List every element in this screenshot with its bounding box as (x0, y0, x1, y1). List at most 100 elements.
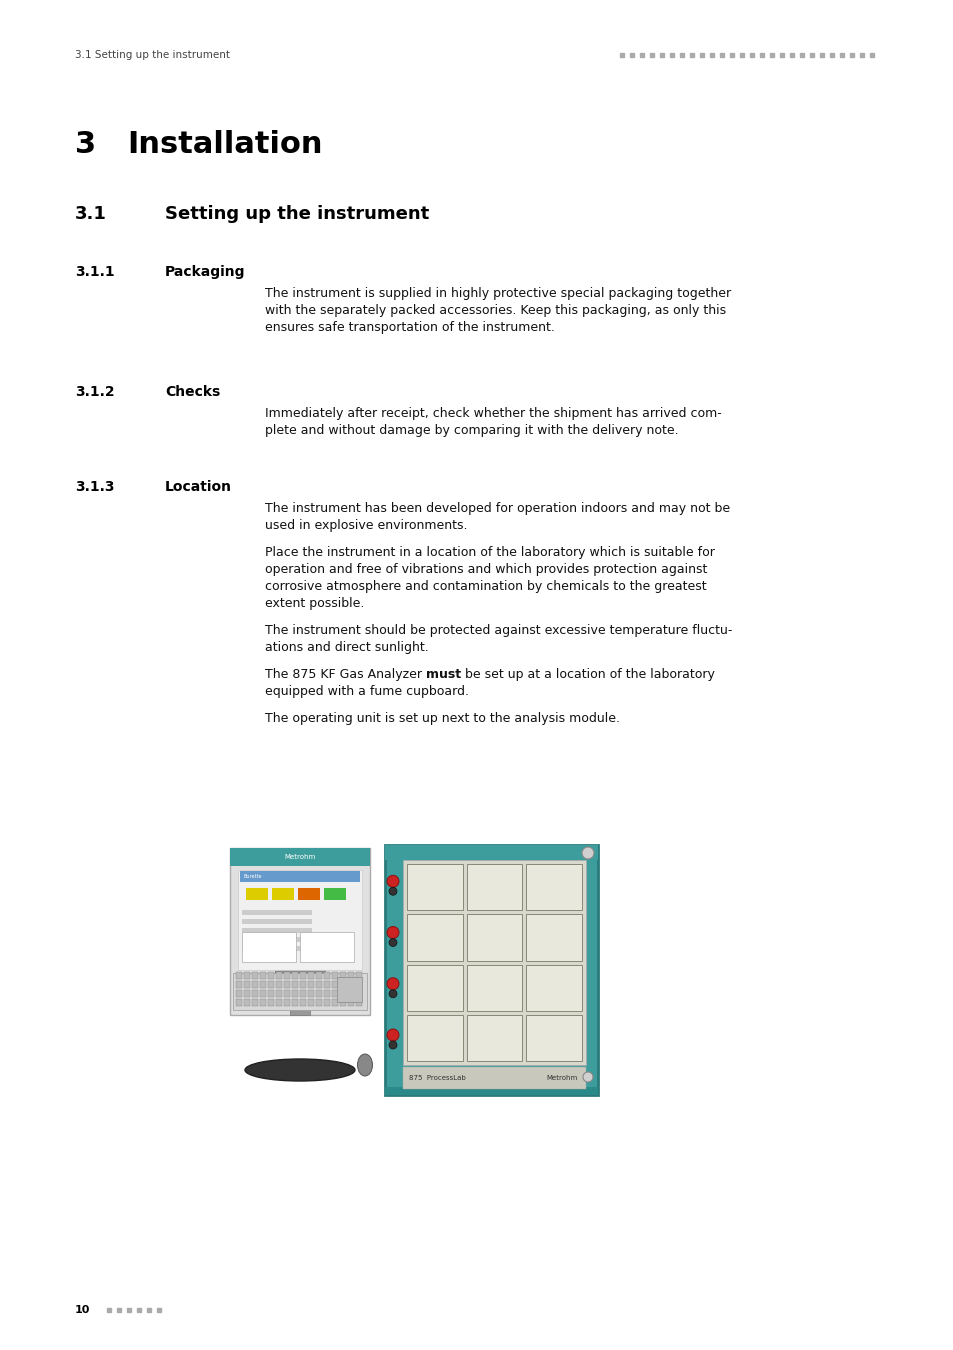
Text: used in explosive environments.: used in explosive environments. (265, 518, 467, 532)
Bar (117, 1308, 121, 1312)
Bar (230, 848, 370, 865)
Bar (324, 990, 330, 998)
Bar (260, 972, 266, 979)
Bar (315, 999, 322, 1006)
Bar (526, 914, 581, 960)
Bar (274, 963, 325, 986)
Bar (348, 972, 354, 979)
Text: must: must (426, 668, 460, 680)
Bar (284, 981, 290, 988)
Bar (348, 981, 354, 988)
Bar (385, 845, 598, 1095)
Circle shape (387, 875, 398, 887)
Bar (869, 53, 873, 57)
Bar (339, 999, 346, 1006)
Bar (407, 864, 462, 910)
Bar (789, 53, 793, 57)
Text: The 875 KF Gas Analyzer: The 875 KF Gas Analyzer (265, 668, 426, 680)
Text: Location: Location (165, 481, 232, 494)
Bar (466, 914, 522, 960)
Bar (526, 1015, 581, 1061)
Bar (336, 977, 361, 1002)
Text: 3.1.3: 3.1.3 (75, 481, 114, 494)
Bar (308, 972, 314, 979)
Bar (526, 964, 581, 1011)
Bar (240, 871, 359, 882)
Bar (407, 914, 462, 960)
Bar (809, 53, 813, 57)
Bar (315, 981, 322, 988)
Bar (466, 964, 522, 1011)
Bar (402, 860, 585, 1065)
Circle shape (581, 846, 594, 859)
Bar (246, 888, 268, 900)
Circle shape (387, 926, 398, 938)
Text: Immediately after receipt, check whether the shipment has arrived com-: Immediately after receipt, check whether… (265, 406, 721, 420)
Bar (252, 972, 257, 979)
Bar (720, 53, 723, 57)
Bar (297, 888, 319, 900)
Bar (127, 1308, 131, 1312)
Bar (235, 972, 242, 979)
Bar (348, 990, 354, 998)
Bar (244, 981, 250, 988)
Text: Checks: Checks (165, 385, 220, 400)
Bar (235, 990, 242, 998)
Bar (275, 990, 282, 998)
Bar (260, 999, 266, 1006)
Ellipse shape (245, 1058, 355, 1081)
Bar (639, 53, 643, 57)
Bar (709, 53, 713, 57)
Bar (292, 981, 297, 988)
Bar (339, 981, 346, 988)
Circle shape (387, 977, 398, 990)
Bar (829, 53, 833, 57)
Bar (237, 869, 361, 971)
Text: Place the instrument in a location of the laboratory which is suitable for: Place the instrument in a location of th… (265, 545, 714, 559)
Bar (242, 919, 312, 923)
Bar (137, 1308, 141, 1312)
Bar (820, 53, 823, 57)
Text: 875  ProcessLab: 875 ProcessLab (409, 1075, 465, 1081)
Bar (619, 53, 623, 57)
Text: 3.1.1: 3.1.1 (75, 265, 114, 279)
Text: 10: 10 (75, 1305, 91, 1315)
Bar (268, 990, 274, 998)
Bar (324, 981, 330, 988)
Text: ensures safe transportation of the instrument.: ensures safe transportation of the instr… (265, 321, 555, 333)
Bar (749, 53, 753, 57)
Text: The instrument is supplied in highly protective special packaging together: The instrument is supplied in highly pro… (265, 288, 730, 300)
Bar (107, 1308, 111, 1312)
Bar (292, 972, 297, 979)
Bar (526, 864, 581, 910)
Text: equipped with a fume cupboard.: equipped with a fume cupboard. (265, 684, 469, 698)
Text: The instrument has been developed for operation indoors and may not be: The instrument has been developed for op… (265, 502, 729, 514)
Bar (242, 946, 312, 950)
Bar (242, 927, 312, 933)
Text: extent possible.: extent possible. (265, 597, 364, 610)
Bar (290, 986, 310, 1015)
Bar (292, 990, 297, 998)
Text: Burette: Burette (244, 873, 262, 879)
Bar (407, 964, 462, 1011)
Bar (315, 972, 322, 979)
Bar (230, 848, 370, 1015)
Text: operation and free of vibrations and which provides protection against: operation and free of vibrations and whi… (265, 563, 706, 576)
Bar (729, 53, 733, 57)
Bar (466, 1015, 522, 1061)
Bar (244, 972, 250, 979)
Bar (308, 999, 314, 1006)
Bar (649, 53, 654, 57)
Text: be set up at a location of the laboratory: be set up at a location of the laborator… (460, 668, 714, 680)
Bar (324, 999, 330, 1006)
Bar (272, 888, 294, 900)
Circle shape (389, 938, 396, 946)
Bar (244, 999, 250, 1006)
Bar (859, 53, 863, 57)
Bar (299, 931, 354, 963)
Bar (292, 999, 297, 1006)
Text: ations and direct sunlight.: ations and direct sunlight. (265, 641, 428, 653)
Bar (233, 973, 367, 1010)
Text: corrosive atmosphere and contamination by chemicals to the greatest: corrosive atmosphere and contamination b… (265, 580, 706, 593)
Bar (268, 972, 274, 979)
